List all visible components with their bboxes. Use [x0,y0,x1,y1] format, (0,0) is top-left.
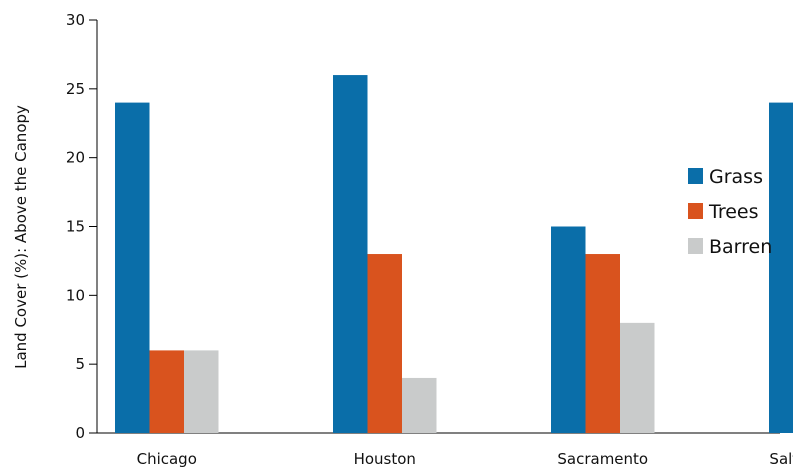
x-tick-label: Sacramento [557,450,648,467]
y-tick-label: 5 [75,355,85,373]
y-tick-label: 30 [66,11,85,29]
y-tick-label: 10 [66,286,85,304]
y-tick-label: 15 [66,218,85,236]
bar-barren-houston [402,377,437,433]
x-axis: Chicago Houston Sacramento Salt Lake City [97,432,793,467]
legend-label-barren: Barren [709,236,772,258]
bar-grass-houston [333,75,368,434]
bar-grass-salt-lake-city [769,102,793,433]
y-tick-label: 0 [75,424,85,442]
y-axis: 0 5 10 15 20 25 30 [66,11,98,442]
legend: Grass Trees Barren [688,166,772,258]
legend-swatch-grass [688,168,703,184]
y-tick-label: 20 [66,149,85,167]
bar-trees-houston [367,254,402,433]
bar-trees-sacramento [585,254,620,433]
x-tick-label: Chicago [137,450,197,467]
legend-swatch-barren [688,238,703,254]
x-tick-label: Salt Lake City [769,450,793,467]
x-tick-label: Houston [354,450,416,467]
bar-grass-sacramento [551,226,586,433]
legend-label-grass: Grass [709,166,763,188]
y-tick-label: 25 [66,80,85,98]
y-axis-title: Land Cover (%): Above the Canopy [12,105,30,369]
legend-swatch-trees [688,203,703,219]
bar-barren-sacramento [620,322,655,433]
legend-label-trees: Trees [708,201,759,223]
bars [115,75,793,434]
bar-grass-chicago [115,102,150,433]
bar-barren-chicago [184,350,219,433]
bar-trees-chicago [149,350,184,433]
